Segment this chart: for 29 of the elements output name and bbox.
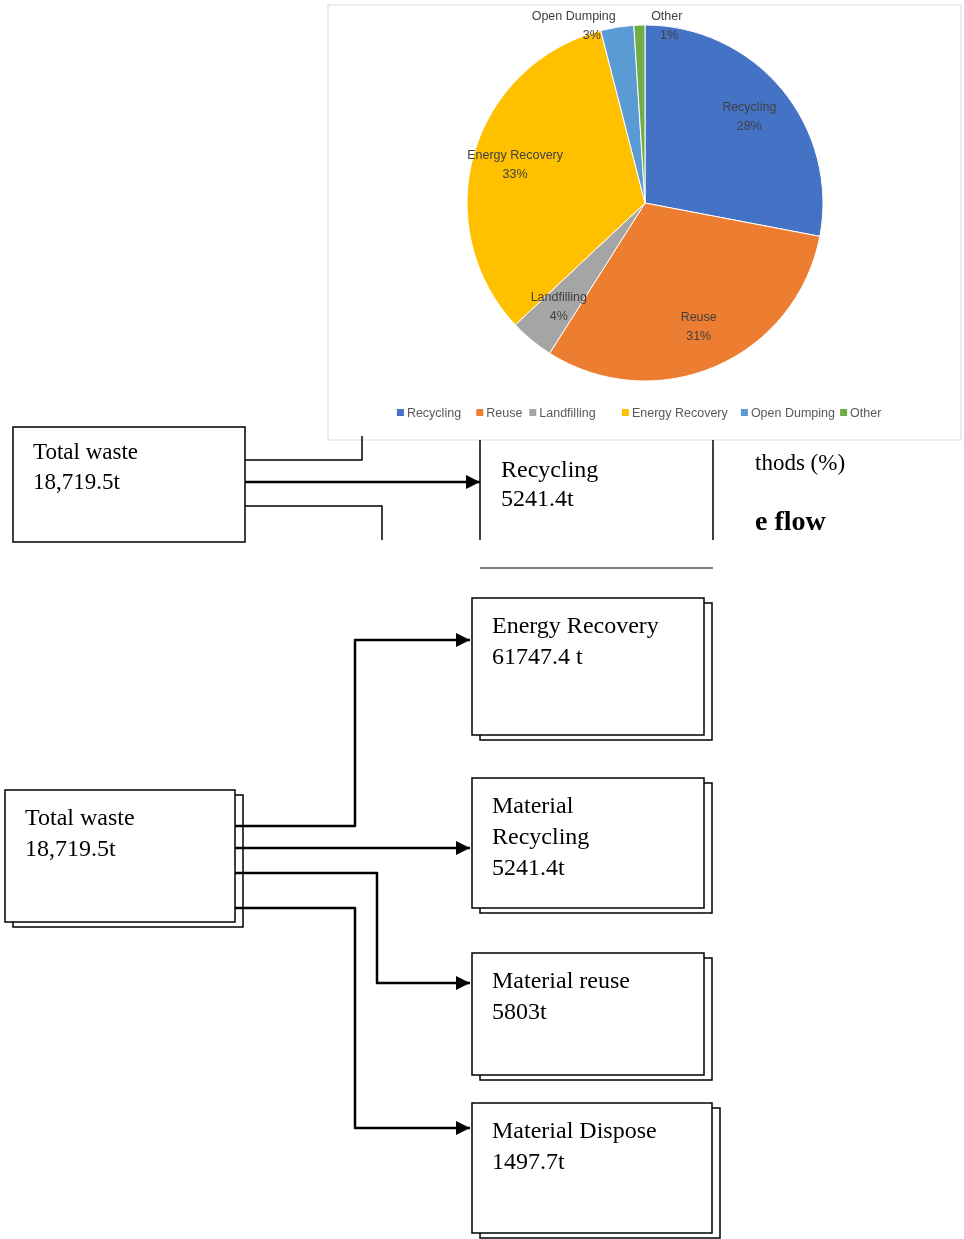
data-label: 18,719.5t (25, 835, 116, 861)
text: thods (%) (755, 450, 846, 475)
data-label: 61747.4 t (492, 643, 583, 669)
data-label: 33% (502, 167, 528, 182)
data-label: 31% (686, 329, 712, 344)
text: e flow (755, 505, 827, 536)
legend-label: Other (850, 406, 882, 420)
data-label: 5803t (492, 998, 547, 1024)
slice-label: Recycling (722, 99, 777, 114)
category-label: Material reuse (492, 967, 630, 993)
legend-label: Landfilling (539, 406, 596, 420)
data-label: 1497.7t (492, 1148, 565, 1174)
category-label: Energy Recovery (492, 612, 659, 638)
legend-label: Energy Recovery (631, 406, 729, 420)
category-label: Material Recycling (492, 792, 590, 849)
data-label: 5241.4t (492, 854, 565, 880)
legend-label: Open Dumping (750, 406, 836, 420)
slice-label: Reuse (680, 310, 717, 325)
data-label: 4% (549, 309, 568, 324)
data-label: 28% (736, 118, 762, 133)
text: Total waste 18,719.5t (33, 439, 139, 494)
legend-label: Recycling (406, 406, 462, 420)
slice-label: Other (651, 9, 683, 23)
legend-label: Reuse (486, 406, 523, 420)
data-label: 1% (660, 28, 679, 42)
category-label: Material Dispose (492, 1117, 657, 1143)
category-label: Total waste (25, 804, 135, 830)
text: Recycling 5241.4t (501, 456, 599, 511)
slice-label: Open Dumping (531, 9, 616, 23)
